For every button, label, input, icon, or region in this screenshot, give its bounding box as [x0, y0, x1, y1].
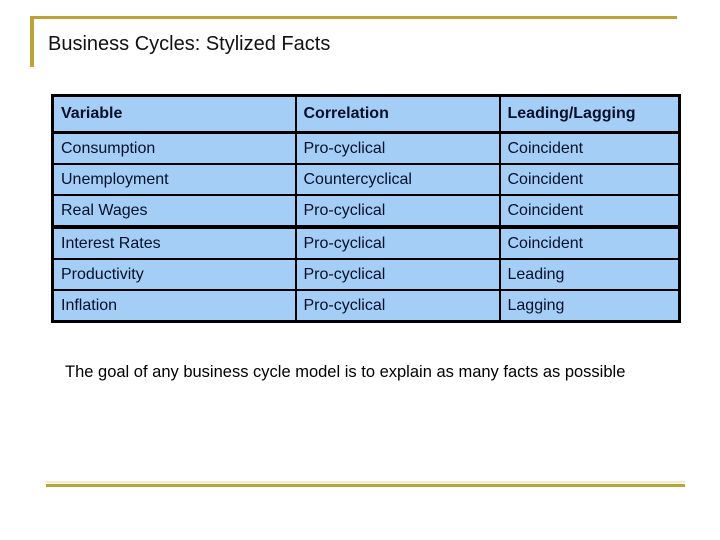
top-accent-line — [30, 16, 677, 19]
table-row: Unemployment Countercyclical Coincident — [51, 163, 681, 196]
table-cell: Pro-cyclical — [294, 225, 501, 260]
table-cell: Pro-cyclical — [294, 289, 501, 323]
table-row: Productivity Pro-cyclical Leading — [51, 258, 681, 291]
slide-note: The goal of any business cycle model is … — [65, 363, 626, 381]
bottom-accent-line — [46, 484, 685, 487]
table-row: Real Wages Pro-cyclical Coincident — [51, 194, 681, 228]
table-cell: Coincident — [498, 225, 681, 260]
table-cell: Productivity — [51, 258, 297, 291]
col-header-leading-lagging: Leading/Lagging — [498, 94, 681, 134]
slide-title: Business Cycles: Stylized Facts — [48, 33, 331, 55]
facts-table-container: Variable Correlation Leading/Lagging Con… — [51, 94, 681, 323]
table-cell: Pro-cyclical — [294, 194, 501, 228]
table-cell: Pro-cyclical — [294, 131, 501, 165]
table-cell: Inflation — [51, 289, 297, 323]
table-cell: Lagging — [498, 289, 681, 323]
col-header-variable: Variable — [51, 94, 297, 134]
table-cell: Real Wages — [51, 194, 297, 228]
table-row: Inflation Pro-cyclical Lagging — [51, 289, 681, 323]
table-cell: Unemployment — [51, 163, 297, 196]
table-header-row: Variable Correlation Leading/Lagging — [51, 94, 681, 134]
col-header-correlation: Correlation — [294, 94, 501, 134]
table-cell: Leading — [498, 258, 681, 291]
facts-table: Variable Correlation Leading/Lagging Con… — [51, 94, 681, 323]
table-cell: Coincident — [498, 131, 681, 165]
table-row: Consumption Pro-cyclical Coincident — [51, 131, 681, 165]
table-cell: Coincident — [498, 194, 681, 228]
table-cell: Pro-cyclical — [294, 258, 501, 291]
table-cell: Interest Rates — [51, 225, 297, 260]
table-cell: Coincident — [498, 163, 681, 196]
table-cell: Countercyclical — [294, 163, 501, 196]
bottom-accent-light-line — [46, 481, 685, 483]
table-row: Interest Rates Pro-cyclical Coincident — [51, 225, 681, 260]
left-accent-bar — [30, 16, 34, 67]
table-cell: Consumption — [51, 131, 297, 165]
